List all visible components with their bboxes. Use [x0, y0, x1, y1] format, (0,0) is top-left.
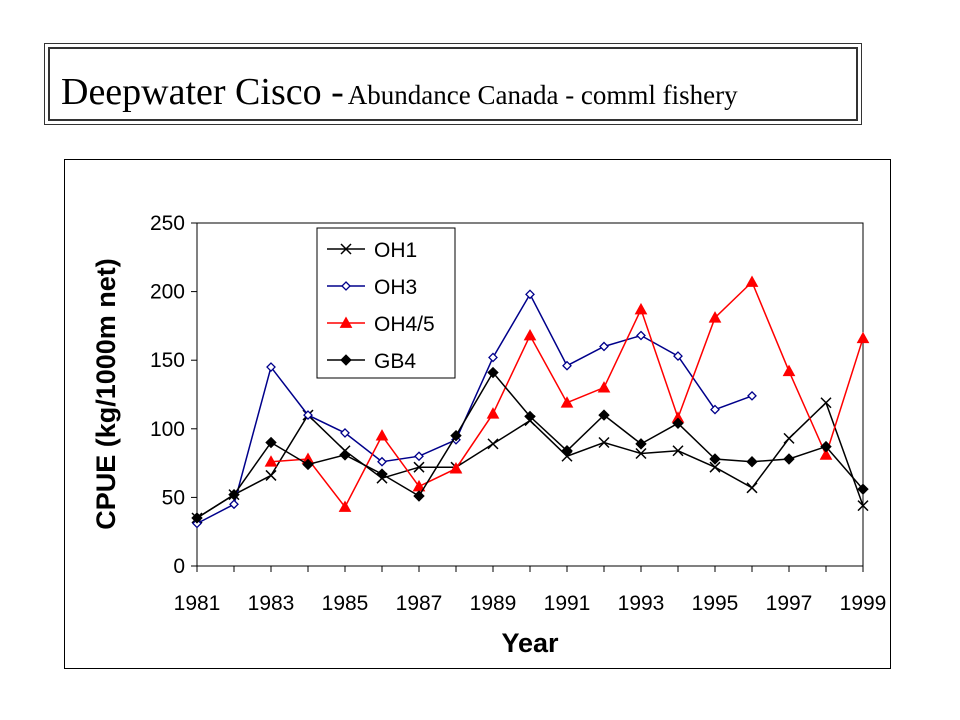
title-box: Deepwater Cisco - Abundance Canada - com… [44, 43, 862, 125]
data-point-diamond-open [377, 456, 387, 467]
data-point-diamond [561, 445, 573, 457]
data-point-triangle [560, 396, 574, 408]
data-point-triangle [782, 364, 796, 377]
legend-label: GB4 [374, 350, 416, 373]
data-point-diamond [340, 354, 352, 366]
data-point-diamond-open [229, 499, 239, 510]
series-oh3 [192, 289, 757, 529]
x-axis-title: Year [501, 628, 559, 658]
series-gb4 [191, 366, 869, 524]
data-point-diamond [376, 468, 388, 480]
data-point-x [413, 461, 425, 473]
data-point-triangle [523, 328, 537, 341]
x-tick-label: 1987 [396, 592, 443, 615]
data-point-diamond [228, 488, 240, 501]
data-point-triangle [856, 331, 870, 344]
data-point-diamond [413, 490, 425, 502]
data-point-diamond-open [340, 427, 350, 438]
data-point-diamond-open [525, 289, 535, 300]
data-point-triangle [375, 429, 389, 441]
data-point-diamond-open [599, 341, 609, 352]
plot-area [196, 222, 864, 567]
data-point-diamond [524, 410, 536, 423]
x-tick-label: 1993 [618, 592, 665, 615]
data-point-x [746, 482, 758, 494]
y-tick-label: 200 [150, 281, 185, 304]
data-point-diamond [302, 458, 314, 471]
data-point-x [857, 500, 869, 512]
data-point-diamond-open [562, 360, 572, 371]
data-point-triangle [264, 455, 278, 467]
data-point-diamond [635, 438, 647, 450]
series-oh4-5 [264, 275, 870, 512]
data-point-diamond-open [266, 362, 276, 372]
data-point-triangle [449, 462, 463, 474]
data-point-triangle [486, 407, 500, 419]
data-point-x [598, 436, 610, 449]
legend-entry: GB4 [327, 350, 416, 373]
data-point-diamond [746, 456, 758, 468]
data-point-x [487, 438, 499, 450]
data-point-triangle [597, 381, 611, 393]
data-point-diamond-open [747, 390, 757, 401]
series-line [196, 292, 753, 525]
legend-label: OH4/5 [374, 313, 435, 336]
y-tick-label: 250 [150, 212, 185, 235]
data-point-diamond-open [710, 404, 720, 415]
x-tick-label: 1991 [544, 592, 591, 615]
legend-box [316, 227, 456, 379]
x-tick-label: 1997 [766, 592, 813, 615]
data-point-diamond [265, 436, 277, 449]
y-axis-title: CPUE (kg/1000m net) [91, 258, 121, 530]
data-point-x [709, 461, 721, 473]
data-point-x [783, 432, 795, 444]
x-tick-label: 1999 [840, 592, 887, 615]
data-point-diamond-open [636, 330, 646, 341]
data-point-diamond [598, 409, 610, 421]
legend-entry: OH3 [327, 276, 417, 299]
data-point-x [672, 445, 684, 457]
data-point-diamond-open [341, 281, 351, 291]
y-tick-label: 50 [162, 486, 185, 509]
data-point-diamond-open [488, 352, 498, 363]
data-point-diamond [487, 366, 499, 379]
data-point-diamond [820, 440, 832, 453]
data-point-x [340, 243, 352, 255]
legend: OH1 OH3 OH4/5 GB4 [316, 227, 456, 379]
chart-frame [64, 159, 891, 669]
legend-entry: OH1 [327, 239, 417, 262]
legend-entry: OH4/5 [327, 313, 435, 336]
data-point-diamond [709, 453, 721, 465]
x-tick-label: 1981 [174, 592, 221, 615]
x-tick-label: 1985 [322, 592, 369, 615]
data-point-x [635, 447, 647, 460]
legend-label: OH3 [374, 276, 417, 299]
x-tick-label: 1983 [248, 592, 295, 615]
data-point-diamond-open [673, 351, 683, 362]
x-tick-label: 1995 [692, 592, 739, 615]
legend-label: OH1 [374, 239, 417, 262]
data-point-x [820, 397, 832, 409]
y-tick-label: 150 [150, 349, 185, 372]
data-point-diamond [672, 417, 684, 430]
x-tick-label: 1989 [470, 592, 517, 615]
data-point-triangle [339, 316, 353, 328]
data-point-diamond [857, 483, 869, 495]
data-point-diamond [783, 453, 795, 465]
data-point-triangle [634, 302, 648, 315]
data-point-triangle [819, 448, 833, 460]
data-point-diamond [191, 512, 203, 524]
data-point-x [265, 469, 277, 481]
data-point-triangle [338, 500, 352, 512]
data-point-diamond-open [414, 451, 424, 462]
data-point-diamond [339, 449, 351, 461]
y-tick-label: 0 [173, 555, 185, 578]
data-point-diamond [450, 429, 462, 442]
data-point-diamond-open [303, 410, 313, 420]
y-tick-label: 100 [150, 418, 185, 441]
data-point-triangle [708, 311, 722, 323]
series-line [196, 371, 864, 519]
data-point-triangle [745, 275, 759, 287]
